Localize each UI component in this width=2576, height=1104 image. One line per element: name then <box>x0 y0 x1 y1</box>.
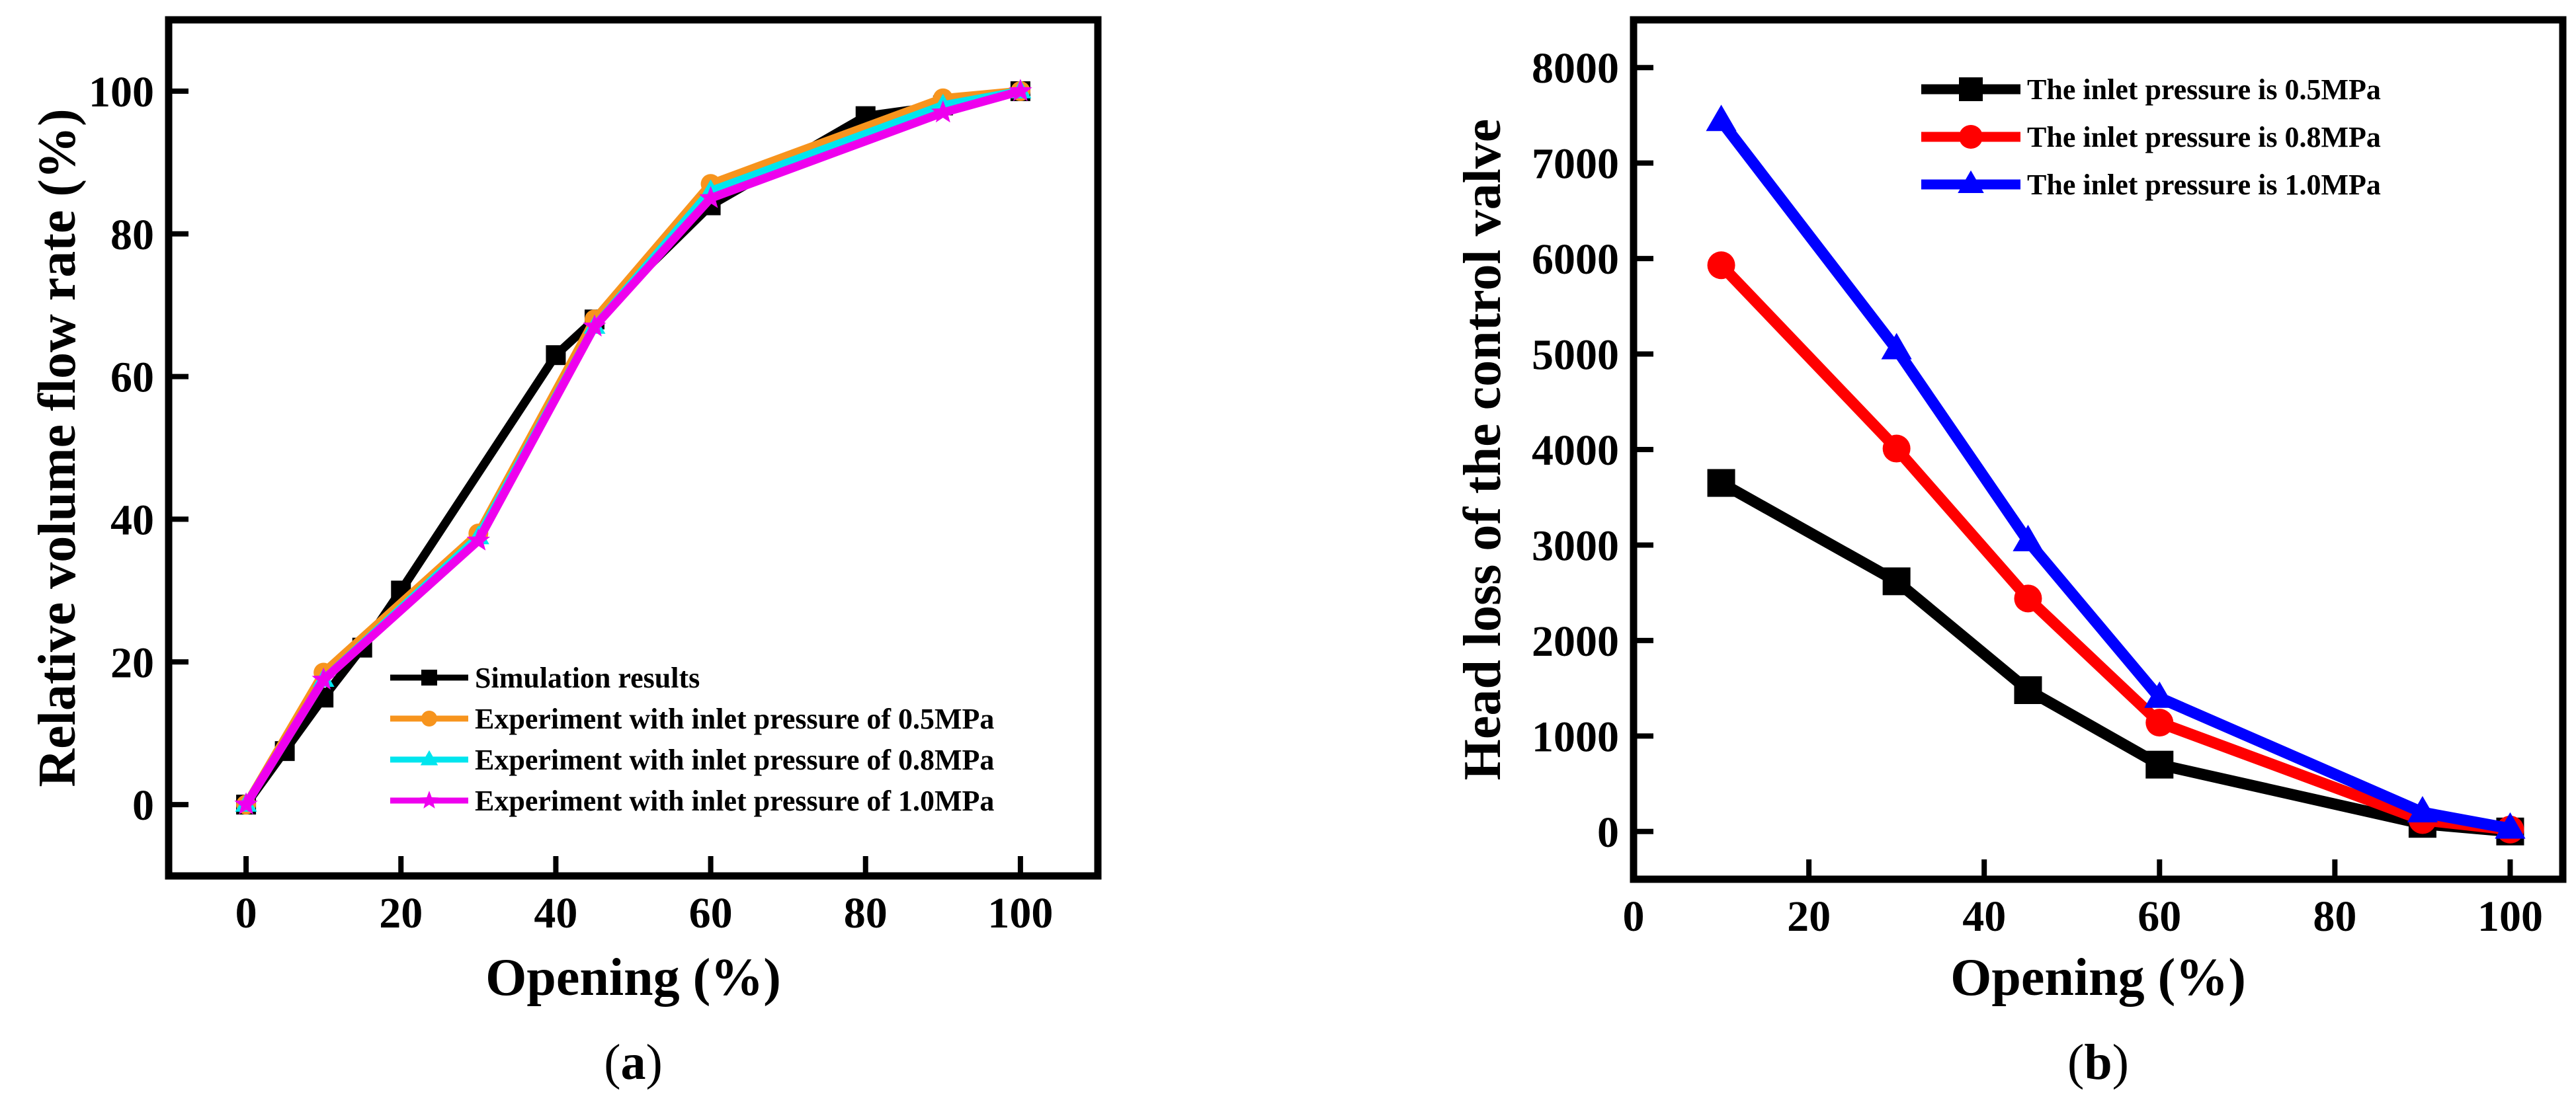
x-tick-label: 80 <box>844 889 888 937</box>
data-point <box>2407 796 2438 823</box>
data-point <box>1882 567 1911 596</box>
y-tick-label: 100 <box>89 68 154 116</box>
legend: Simulation results Experiment with inlet … <box>390 662 994 817</box>
x-axis-title: Opening (%) <box>485 949 781 1007</box>
data-point <box>583 314 606 337</box>
series-line <box>1716 115 2516 834</box>
x-tick-label: 100 <box>987 889 1053 937</box>
y-tick-label: 60 <box>110 354 154 402</box>
series-3 <box>235 79 1032 812</box>
y-tick-label: 4000 <box>1532 426 1619 475</box>
x-tick-label: 40 <box>534 889 577 937</box>
data-point <box>1882 434 1911 463</box>
y-axis-title: Head loss of the control valve <box>1454 119 1512 781</box>
plot-frame <box>165 16 1102 880</box>
x-tick-label: 40 <box>1962 892 2006 941</box>
series-line <box>241 87 1025 809</box>
series-line <box>241 87 1025 809</box>
data-point <box>1009 79 1032 101</box>
data-point <box>2144 681 2175 708</box>
legend-label: The inlet pressure is 1.0MPa <box>2027 169 2381 201</box>
y-tick-label: 2000 <box>1532 617 1619 666</box>
panel-label: (b) <box>2067 1035 2129 1090</box>
series-line <box>1716 477 2516 838</box>
data-point <box>466 528 490 551</box>
legend-label: The inlet pressure is 0.8MPa <box>2027 121 2381 153</box>
y-axis-title: Relative volume flow rate (%) <box>28 108 87 787</box>
legend-item: Experiment with inlet pressure of 0.8MPa <box>390 744 994 776</box>
legend: The inlet pressure is 0.5MPa The inlet pr… <box>1921 73 2381 201</box>
chart-panel-b: 0 20 40 60 80 1000100020003000400050006000700… <box>1454 16 2567 1090</box>
data-point <box>234 792 258 815</box>
y-tick-label: 5000 <box>1532 331 1619 379</box>
legend-marker <box>421 670 437 686</box>
legend-label: The inlet pressure is 0.5MPa <box>2027 73 2381 106</box>
legend-item: Simulation results <box>390 662 700 694</box>
legend-marker <box>421 711 437 727</box>
legend-item: Experiment with inlet pressure of 1.0MPa <box>390 785 994 817</box>
data-point <box>1706 104 1737 132</box>
data-point <box>931 100 955 123</box>
series-line <box>241 87 1025 809</box>
x-tick-label: 60 <box>689 889 733 937</box>
data-point <box>1707 469 1735 497</box>
x-tick-label: 20 <box>379 889 423 937</box>
y-tick-label: 6000 <box>1532 235 1619 284</box>
data-point <box>2145 750 2174 779</box>
data-point <box>2495 812 2526 839</box>
series-4 <box>234 79 1032 815</box>
legend-item: Experiment with inlet pressure of 0.5MPa <box>390 703 994 735</box>
legend-item: The inlet pressure is 0.8MPa <box>1921 121 2381 153</box>
series-3 <box>1706 104 2526 839</box>
x-axis-title: Opening (%) <box>1950 949 2246 1007</box>
x-tick-label: 60 <box>2138 892 2181 941</box>
legend-label: Experiment with inlet pressure of 0.5MPa <box>475 703 994 735</box>
data-point <box>546 345 566 366</box>
y-tick-label: 0 <box>1597 808 1619 857</box>
y-tick-label: 40 <box>110 496 154 544</box>
data-point <box>2013 524 2044 551</box>
legend-label: Experiment with inlet pressure of 0.8MPa <box>475 744 994 776</box>
x-tick-label: 80 <box>2313 892 2356 941</box>
y-tick-label: 7000 <box>1532 140 1619 188</box>
legend-marker <box>1959 125 1983 149</box>
series-1 <box>1707 469 2524 846</box>
legend-marker <box>1958 170 1984 193</box>
x-tick-label: 100 <box>2477 892 2543 941</box>
series-line <box>241 87 1025 809</box>
y-tick-label: 1000 <box>1532 713 1619 761</box>
y-tick-label: 0 <box>132 781 154 830</box>
data-point <box>312 667 335 690</box>
legend-item: The inlet pressure is 1.0MPa <box>1921 169 2381 201</box>
legend-label: Experiment with inlet pressure of 1.0MPa <box>475 785 994 817</box>
y-tick-label: 8000 <box>1532 44 1619 93</box>
legend-marker <box>419 791 439 808</box>
chart-panel-a: 0 20 40 60 80 100 0 20 40 60 80 100 Opening (%) Relat… <box>28 16 1102 1090</box>
data-point <box>2014 676 2042 704</box>
legend-label: Simulation results <box>475 662 700 694</box>
legend-marker <box>1959 77 1983 101</box>
x-tick-label: 0 <box>235 889 257 937</box>
x-tick-label: 0 <box>1623 892 1645 941</box>
panel-label: (a) <box>604 1035 663 1090</box>
legend-marker <box>420 750 438 766</box>
data-point <box>698 186 723 208</box>
data-point <box>1707 251 1735 280</box>
data-point <box>1881 333 1912 360</box>
y-tick-label: 3000 <box>1532 522 1619 570</box>
data-point <box>2145 709 2174 737</box>
legend-item: The inlet pressure is 0.5MPa <box>1921 73 2381 106</box>
x-tick-label: 20 <box>1787 892 1831 941</box>
y-tick-label: 20 <box>110 639 154 687</box>
y-tick-label: 80 <box>110 211 154 259</box>
data-point <box>2014 584 2042 613</box>
